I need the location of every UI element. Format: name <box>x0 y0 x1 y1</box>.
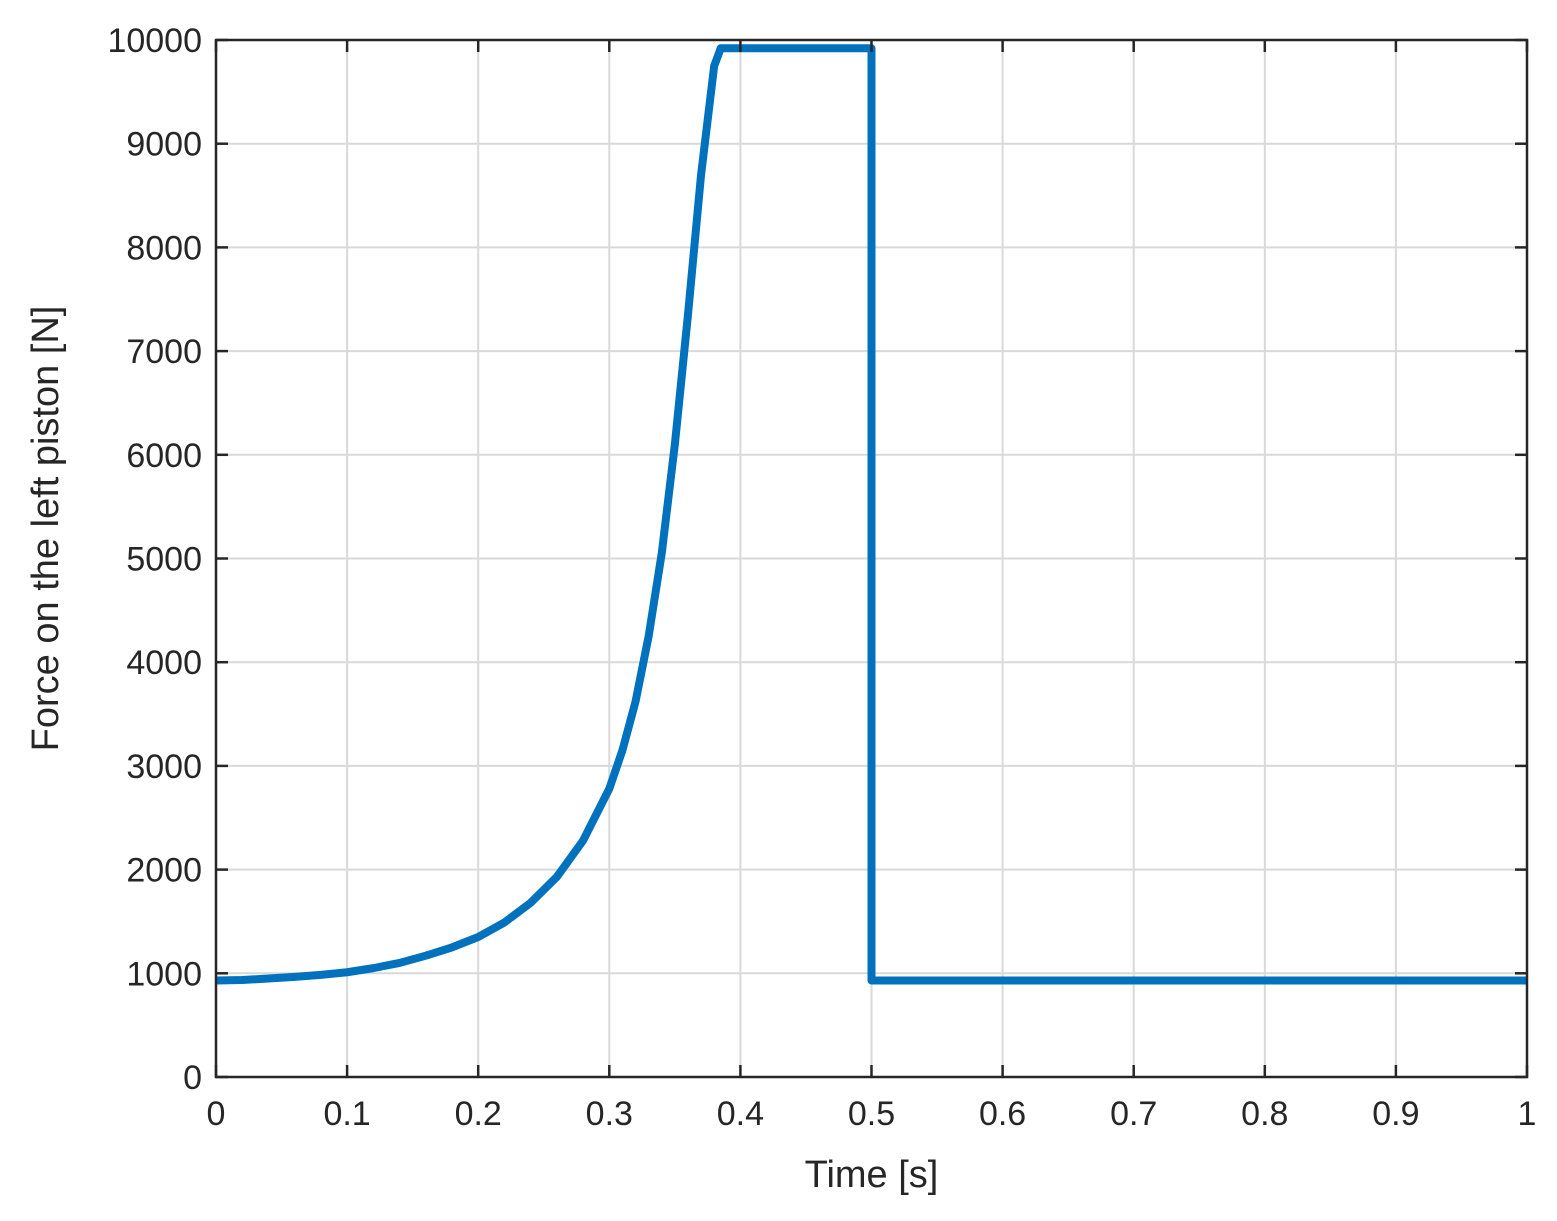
series-layer <box>215 44 1527 985</box>
y-tick-label: 8000 <box>126 229 202 267</box>
y-tick-label: 1000 <box>126 955 202 993</box>
x-tick-label: 0.6 <box>979 1095 1026 1133</box>
x-tick-label: 0 <box>207 1095 226 1133</box>
y-tick-label: 7000 <box>126 333 202 371</box>
x-tick-label: 0.1 <box>323 1095 370 1133</box>
x-axis-title: Time [s] <box>805 1154 939 1196</box>
y-tick-label: 3000 <box>126 748 202 786</box>
y-axis-title: Force on the left piston [N] <box>25 306 67 752</box>
y-tick-label: 4000 <box>126 644 202 682</box>
y-tick-label: 9000 <box>126 126 202 164</box>
y-tick-label: 2000 <box>126 852 202 890</box>
y-tick-label: 5000 <box>126 541 202 579</box>
x-tick-label: 0.2 <box>455 1095 502 1133</box>
x-tick-label: 0.3 <box>586 1095 633 1133</box>
x-tick-label: 0.8 <box>1241 1095 1288 1133</box>
x-tick-label: 0.5 <box>848 1095 895 1133</box>
y-tick-label: 10000 <box>107 22 202 60</box>
x-tick-label: 0.7 <box>1110 1095 1157 1133</box>
ticks: 0 0.1 0.2 0.3 0.4 0.5 0.6 0.7 0.8 0.9 1 0 1000 2000 30… <box>107 22 1536 1133</box>
series-line <box>215 44 1527 985</box>
x-tick-label: 1 <box>1518 1095 1537 1133</box>
x-tick-label: 0.9 <box>1372 1095 1419 1133</box>
x-tick-label: 0.4 <box>717 1095 764 1133</box>
y-tick-label: 0 <box>183 1059 202 1097</box>
y-tick-label: 6000 <box>126 437 202 475</box>
